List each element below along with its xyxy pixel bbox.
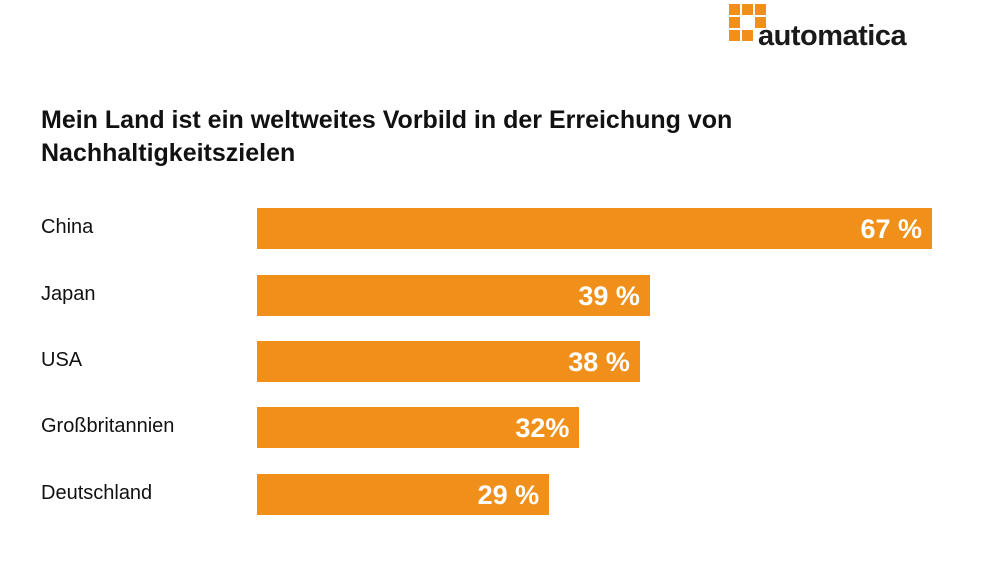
data-label: 38 %	[568, 347, 630, 377]
data-label: 32%	[515, 413, 570, 443]
category-label: China	[41, 216, 94, 238]
bar: 32%	[257, 407, 580, 448]
category-label: Japan	[41, 283, 96, 305]
data-label: 39 %	[578, 281, 640, 311]
bar: 39 %	[257, 275, 650, 316]
data-label: 29 %	[477, 480, 540, 510]
category-label: Deutschland	[41, 482, 153, 504]
category-label: Großbritannien	[41, 415, 175, 437]
bar: 29 %	[257, 474, 550, 515]
chart-title: Mein Land ist ein weltweites Vorbild in …	[41, 106, 733, 167]
logo-text: automatica	[758, 20, 907, 52]
bar: 38 %	[257, 341, 640, 382]
bar: 67 %	[257, 208, 932, 249]
category-label: USA	[41, 349, 83, 371]
data-label: 67 %	[860, 214, 922, 244]
